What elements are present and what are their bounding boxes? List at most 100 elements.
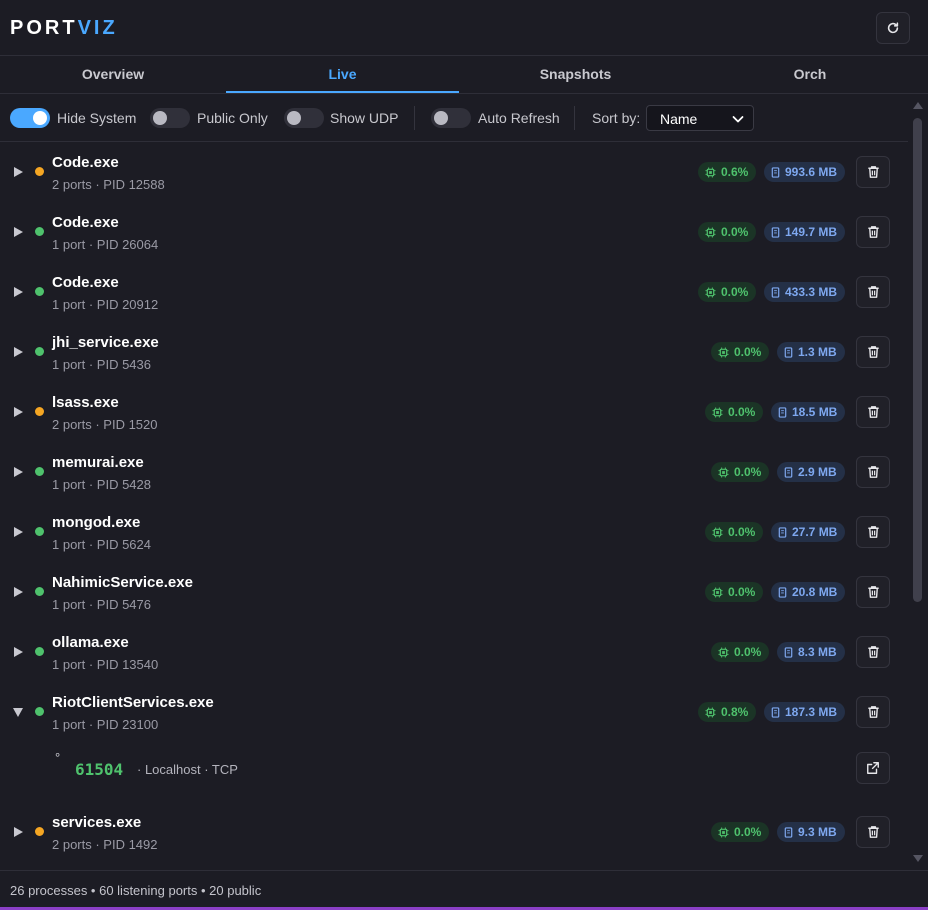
process-meta: 1 port · PID 5476: [52, 597, 151, 612]
expand-caret-icon[interactable]: [12, 526, 24, 538]
status-dot: [35, 467, 44, 476]
logo-part1: PORT: [10, 17, 78, 39]
expand-caret-icon[interactable]: [12, 346, 24, 358]
process-meta: 1 port · PID 13540: [52, 657, 159, 672]
tab-live[interactable]: Live: [226, 56, 459, 93]
process-row[interactable]: RiotClientServices.exe 1 port · PID 23100…: [0, 682, 908, 742]
auto-refresh-toggle[interactable]: [431, 108, 471, 128]
cpu-icon: [718, 346, 729, 358]
expand-caret-icon[interactable]: [12, 466, 24, 478]
memory-badge: 27.7 MB: [771, 522, 846, 542]
port-bullet: °: [55, 750, 61, 765]
trash-icon: [867, 826, 879, 838]
process-row[interactable]: Code.exe 1 port · PID 26064 0.0% 149.7 MB: [0, 202, 908, 262]
toggle-knob: [33, 111, 47, 125]
kill-process-button[interactable]: [856, 396, 890, 428]
kill-process-button[interactable]: [856, 816, 890, 848]
refresh-button[interactable]: [876, 12, 910, 44]
status-dot: [35, 527, 44, 536]
memory-icon: [778, 586, 787, 598]
expand-caret-icon[interactable]: [12, 406, 24, 418]
status-dot: [35, 647, 44, 656]
expand-caret-icon[interactable]: [12, 826, 24, 838]
open-port-button[interactable]: [856, 752, 890, 784]
kill-process-button[interactable]: [856, 456, 890, 488]
process-meta: 1 port · PID 5624: [52, 537, 151, 552]
status-dot: [35, 167, 44, 176]
kill-process-button[interactable]: [856, 576, 890, 608]
memory-icon: [771, 166, 780, 178]
trash-icon: [867, 226, 879, 238]
memory-value: 187.3 MB: [785, 705, 838, 719]
memory-badge: 1.3 MB: [777, 342, 845, 362]
memory-badge: 149.7 MB: [764, 222, 846, 242]
expand-caret-icon[interactable]: [12, 166, 24, 178]
process-row[interactable]: jhi_service.exe 1 port · PID 5436 0.0% 1.3 …: [0, 322, 908, 382]
trash-icon: [867, 526, 879, 538]
process-row[interactable]: services.exe 2 ports · PID 1492 0.0% 9.3 MB: [0, 802, 908, 862]
kill-process-button[interactable]: [856, 336, 890, 368]
process-row[interactable]: mongod.exe 1 port · PID 5624 0.0% 27.7 MB: [0, 502, 908, 562]
cpu-badge: 0.0%: [705, 522, 764, 542]
expand-caret-icon[interactable]: [12, 286, 24, 298]
tab-bar: Overview Live Snapshots Orch: [0, 56, 928, 94]
memory-icon: [771, 226, 780, 238]
tab-overview[interactable]: Overview: [81, 66, 145, 82]
process-row[interactable]: NahimicService.exe 1 port · PID 5476 0.0% 2…: [0, 562, 908, 622]
cpu-badge: 0.0%: [711, 462, 770, 482]
sort-select[interactable]: Name: [646, 105, 754, 131]
memory-icon: [771, 706, 780, 718]
cpu-value: 0.0%: [734, 645, 762, 659]
collapse-caret-icon[interactable]: [12, 706, 24, 718]
memory-icon: [784, 466, 793, 478]
chevron-down-icon: [732, 116, 744, 123]
kill-process-button[interactable]: [856, 216, 890, 248]
kill-process-button[interactable]: [856, 156, 890, 188]
scrollbar-thumb[interactable]: [913, 118, 922, 602]
memory-value: 27.7 MB: [792, 525, 838, 539]
process-name: Code.exe: [52, 214, 119, 231]
process-row[interactable]: ollama.exe 1 port · PID 13540 0.0% 8.3 MB: [0, 622, 908, 682]
process-row[interactable]: memurai.exe 1 port · PID 5428 0.0% 2.9 MB: [0, 442, 908, 502]
show-udp-toggle[interactable]: [284, 108, 324, 128]
public-only-toggle[interactable]: [150, 108, 190, 128]
kill-process-button[interactable]: [856, 696, 890, 728]
process-row[interactable]: spoolsv.exe0.0%10.3 MB: [0, 862, 908, 870]
memory-icon: [778, 406, 787, 418]
process-meta: 1 port · PID 5436: [52, 357, 151, 372]
kill-process-button[interactable]: [856, 636, 890, 668]
top-bar: PORTVIZ: [0, 0, 928, 56]
process-row[interactable]: Code.exe 1 port · PID 20912 0.0% 433.3 MB: [0, 262, 908, 322]
process-row[interactable]: Code.exe 2 ports · PID 12588 0.6% 993.6 MB: [0, 142, 908, 202]
kill-process-button[interactable]: [856, 276, 890, 308]
process-meta: 1 port · PID 26064: [52, 237, 159, 252]
scroll-up-arrow-icon[interactable]: [912, 100, 924, 110]
auto-refresh-label: Auto Refresh: [478, 110, 560, 126]
trash-icon: [867, 466, 879, 478]
cpu-value: 0.0%: [728, 525, 756, 539]
tab-snapshots[interactable]: Snapshots: [539, 66, 612, 82]
expand-caret-icon[interactable]: [12, 646, 24, 658]
memory-value: 1.3 MB: [798, 345, 837, 359]
trash-icon: [867, 646, 879, 658]
tab-orch[interactable]: Orch: [793, 66, 827, 82]
process-name: Code.exe: [52, 154, 119, 171]
cpu-value: 0.0%: [728, 405, 756, 419]
expand-caret-icon[interactable]: [12, 586, 24, 598]
hide-system-toggle[interactable]: [10, 108, 50, 128]
scroll-down-arrow-icon[interactable]: [912, 854, 924, 864]
process-meta: 2 ports · PID 1492: [52, 837, 158, 852]
port-number: 61504: [75, 760, 124, 779]
scrollbar[interactable]: [908, 94, 928, 870]
trash-icon: [867, 286, 879, 298]
kill-process-button[interactable]: [856, 516, 890, 548]
process-row[interactable]: lsass.exe 2 ports · PID 1520 0.0% 18.5 MB: [0, 382, 908, 442]
memory-icon: [784, 646, 793, 658]
cpu-badge: 0.0%: [705, 582, 764, 602]
memory-value: 433.3 MB: [785, 285, 838, 299]
filter-toolbar: Hide System Public Only Show UDP Auto Re…: [0, 94, 908, 142]
cpu-badge: 0.0%: [711, 642, 770, 662]
toggle-knob: [434, 111, 448, 125]
memory-value: 9.3 MB: [798, 825, 837, 839]
expand-caret-icon[interactable]: [12, 226, 24, 238]
